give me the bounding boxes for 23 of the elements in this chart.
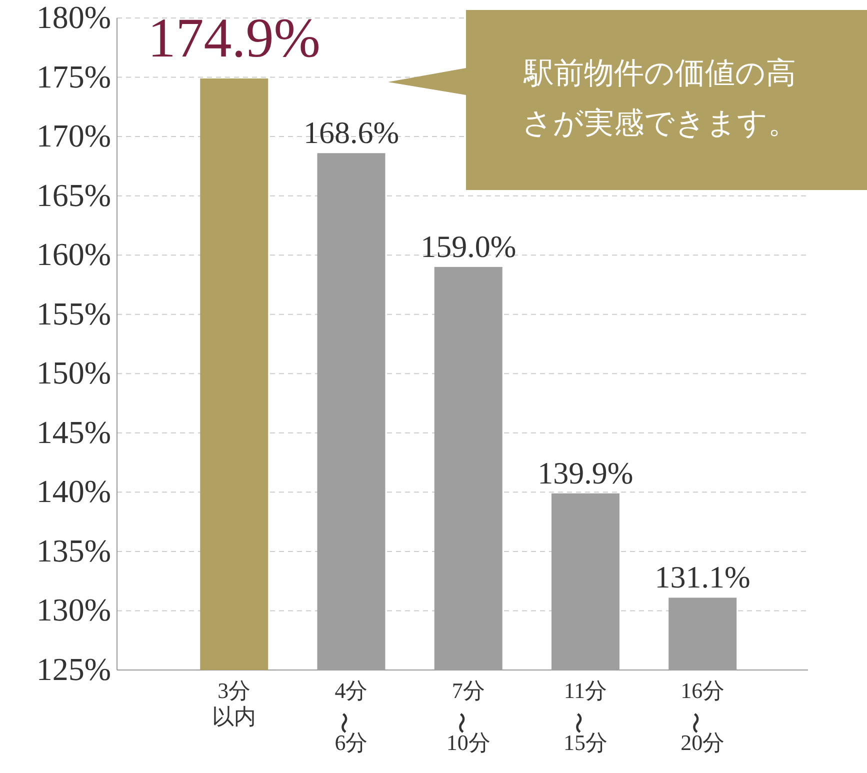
data-label: 139.9% xyxy=(538,455,634,490)
data-label: 168.6% xyxy=(303,115,400,150)
y-tick-label: 140% xyxy=(36,473,111,510)
data-label: 159.0% xyxy=(420,228,516,264)
y-tick-label: 165% xyxy=(36,176,111,213)
y-tick-label: 160% xyxy=(36,236,111,272)
y-tick-label: 180% xyxy=(36,0,111,35)
y-tick-label: 130% xyxy=(36,592,111,628)
x-tick-label: 4分〜6分 xyxy=(331,678,368,755)
y-tick-label: 125% xyxy=(36,651,111,687)
data-label: 131.1% xyxy=(654,560,750,595)
x-tick-label: 16分〜20分 xyxy=(680,678,725,755)
y-tick-label: 170% xyxy=(36,118,111,154)
x-tick-label: 11分〜15分 xyxy=(563,678,608,755)
y-tick-label: 175% xyxy=(36,58,111,94)
y-tick-label: 155% xyxy=(36,295,111,332)
y-tick-label: 135% xyxy=(36,532,111,568)
annotation: 駅前物件の価値の高さが実感できます。 xyxy=(522,57,798,140)
x-tick-label: 7分〜10分 xyxy=(446,678,490,755)
data-label: 174.9% xyxy=(148,7,320,70)
y-tick-label: 145% xyxy=(36,414,111,450)
y-tick-label: 150% xyxy=(36,354,111,391)
x-tick-label: 3分以内 xyxy=(212,678,256,729)
